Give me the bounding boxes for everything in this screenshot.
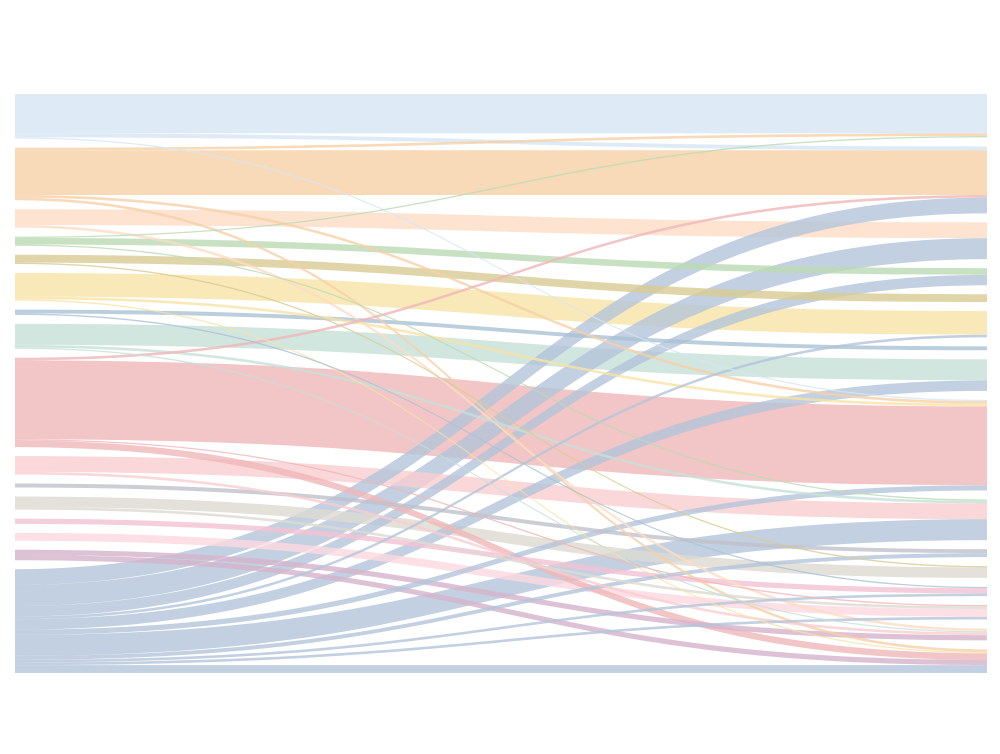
flow-link xyxy=(15,344,987,504)
flow-link xyxy=(15,380,987,630)
flow-link xyxy=(15,440,987,660)
flow-link xyxy=(15,194,987,361)
flow-link xyxy=(15,274,987,617)
flow-link xyxy=(15,150,987,195)
flow-link xyxy=(15,549,987,641)
flow-link xyxy=(15,347,987,633)
flow-link xyxy=(15,197,987,585)
flow-link xyxy=(15,313,987,589)
flow-link xyxy=(15,616,987,666)
flow-link xyxy=(15,137,987,402)
flow-link xyxy=(15,532,987,617)
flow-link xyxy=(15,485,987,635)
flow-link xyxy=(15,334,987,620)
flow-link xyxy=(15,244,987,501)
flow-link xyxy=(15,471,987,636)
flow-link xyxy=(15,296,987,407)
flow-link xyxy=(15,262,987,568)
flow-link xyxy=(15,496,987,578)
flow-link xyxy=(15,593,987,663)
flow-link xyxy=(15,133,987,151)
flow-link xyxy=(15,439,987,607)
flow-link xyxy=(15,224,987,632)
flow-link xyxy=(15,554,987,666)
flow-link xyxy=(15,506,987,610)
flow-link xyxy=(15,238,987,607)
flow-link xyxy=(15,553,987,660)
flow-link xyxy=(15,519,987,656)
flow-link xyxy=(15,299,987,654)
flow-link xyxy=(15,209,987,239)
flow-link xyxy=(15,483,987,554)
flow-link xyxy=(15,194,987,404)
flow-link xyxy=(15,309,987,351)
flow-link xyxy=(15,94,987,134)
flow-link xyxy=(15,136,987,238)
flow-link xyxy=(15,665,987,673)
flow-link xyxy=(15,518,987,594)
